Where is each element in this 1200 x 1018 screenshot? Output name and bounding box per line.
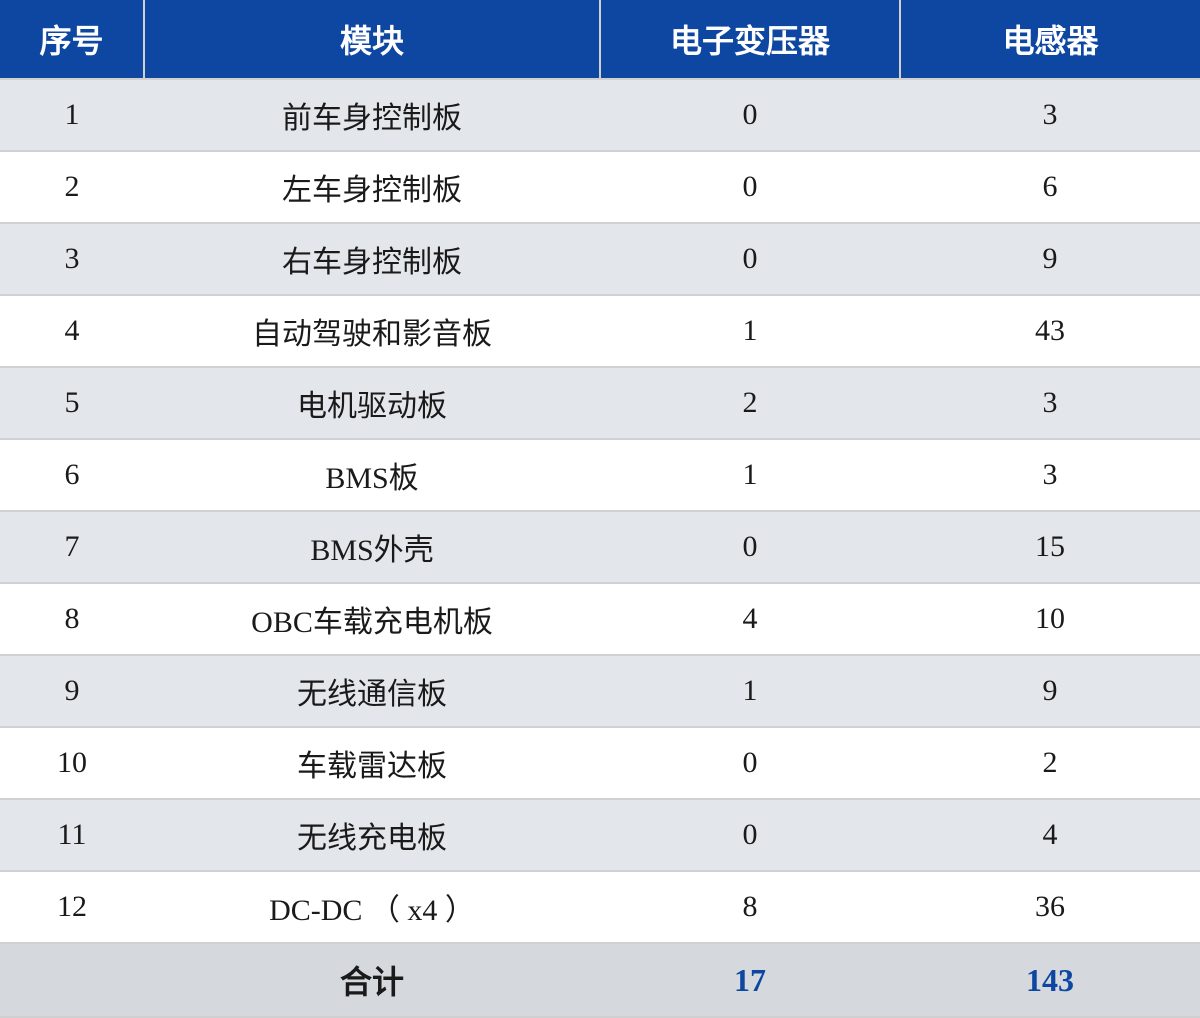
total-inductor: 143 [900,943,1200,1017]
cell-module: OBC车载充电机板 [144,583,600,655]
table-row: 4 自动驾驶和影音板 1 43 [0,295,1200,367]
cell-transformer: 1 [600,295,900,367]
cell-transformer: 0 [600,511,900,583]
cell-index: 2 [0,151,144,223]
header-index: 序号 [0,0,144,79]
cell-transformer: 1 [600,439,900,511]
cell-inductor: 15 [900,511,1200,583]
cell-index: 10 [0,727,144,799]
header-inductor: 电感器 [900,0,1200,79]
cell-module: 前车身控制板 [144,79,600,151]
cell-inductor: 3 [900,367,1200,439]
cell-module: BMS外壳 [144,511,600,583]
cell-module: 车载雷达板 [144,727,600,799]
cell-transformer: 2 [600,367,900,439]
cell-inductor: 10 [900,583,1200,655]
cell-transformer: 0 [600,727,900,799]
total-index-empty [0,943,144,1017]
cell-inductor: 9 [900,223,1200,295]
table-row: 3 右车身控制板 0 9 [0,223,1200,295]
cell-index: 8 [0,583,144,655]
cell-transformer: 0 [600,223,900,295]
cell-index: 11 [0,799,144,871]
header-transformer: 电子变压器 [600,0,900,79]
component-count-table: 序号 模块 电子变压器 电感器 1 前车身控制板 0 3 2 左车身控制板 0 … [0,0,1200,1018]
cell-inductor: 4 [900,799,1200,871]
table-total-row: 合计 17 143 [0,943,1200,1017]
cell-module: 电机驱动板 [144,367,600,439]
cell-index: 12 [0,871,144,943]
cell-index: 1 [0,79,144,151]
component-count-table-container: 序号 模块 电子变压器 电感器 1 前车身控制板 0 3 2 左车身控制板 0 … [0,0,1200,918]
cell-transformer: 1 [600,655,900,727]
cell-inductor: 3 [900,79,1200,151]
table-row: 8 OBC车载充电机板 4 10 [0,583,1200,655]
cell-index: 7 [0,511,144,583]
header-module: 模块 [144,0,600,79]
table-row: 10 车载雷达板 0 2 [0,727,1200,799]
table-header-row: 序号 模块 电子变压器 电感器 [0,0,1200,79]
table-row: 12 DC-DC （ x4 ） 8 36 [0,871,1200,943]
cell-inductor: 2 [900,727,1200,799]
cell-module: 左车身控制板 [144,151,600,223]
cell-index: 5 [0,367,144,439]
cell-inductor: 6 [900,151,1200,223]
cell-transformer: 4 [600,583,900,655]
table-body: 1 前车身控制板 0 3 2 左车身控制板 0 6 3 右车身控制板 0 9 4… [0,79,1200,1017]
table-row: 11 无线充电板 0 4 [0,799,1200,871]
table-row: 9 无线通信板 1 9 [0,655,1200,727]
cell-module: 无线充电板 [144,799,600,871]
table-row: 5 电机驱动板 2 3 [0,367,1200,439]
cell-inductor: 43 [900,295,1200,367]
cell-module: DC-DC （ x4 ） [144,871,600,943]
cell-module: 自动驾驶和影音板 [144,295,600,367]
table-row: 6 BMS板 1 3 [0,439,1200,511]
cell-transformer: 8 [600,871,900,943]
cell-index: 9 [0,655,144,727]
cell-module: BMS板 [144,439,600,511]
cell-index: 3 [0,223,144,295]
table-row: 1 前车身控制板 0 3 [0,79,1200,151]
total-transformer: 17 [600,943,900,1017]
cell-index: 6 [0,439,144,511]
table-row: 7 BMS外壳 0 15 [0,511,1200,583]
cell-inductor: 36 [900,871,1200,943]
cell-transformer: 0 [600,799,900,871]
cell-inductor: 3 [900,439,1200,511]
cell-module: 无线通信板 [144,655,600,727]
table-row: 2 左车身控制板 0 6 [0,151,1200,223]
cell-index: 4 [0,295,144,367]
total-label: 合计 [144,943,600,1017]
cell-transformer: 0 [600,79,900,151]
cell-module: 右车身控制板 [144,223,600,295]
cell-transformer: 0 [600,151,900,223]
cell-inductor: 9 [900,655,1200,727]
